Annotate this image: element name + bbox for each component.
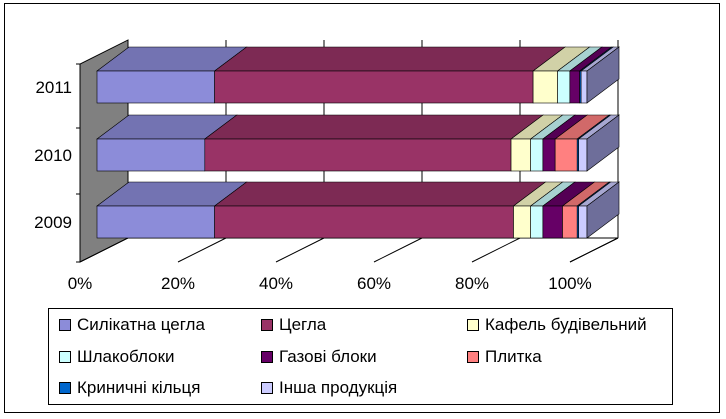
chart-frame	[4, 3, 720, 413]
legend-label: Інша продукція	[279, 378, 398, 397]
bar-segment	[530, 205, 544, 239]
bar-segment	[214, 205, 514, 239]
bar-segment	[578, 138, 588, 172]
legend-item: Плитка	[467, 347, 542, 367]
y-tick-label: 2009	[34, 213, 72, 232]
x-tick-label: 60%	[357, 274, 391, 293]
bar-segment	[96, 70, 215, 104]
bar-end-face	[586, 46, 620, 104]
bar-segment	[513, 205, 531, 239]
bar-segment	[204, 138, 512, 172]
legend-swatch	[467, 319, 479, 331]
bar-top-face	[213, 46, 566, 72]
legend-swatch	[261, 382, 273, 394]
x-tick-label: 40%	[259, 274, 293, 293]
legend-swatch	[467, 351, 479, 363]
floor-gridline	[471, 237, 521, 263]
legend-item: Інша продукція	[261, 378, 397, 398]
x-tick-label: 0%	[68, 274, 93, 293]
x-tick-label: 80%	[455, 274, 489, 293]
bar-end-face	[586, 114, 620, 172]
bar-top-face	[203, 114, 544, 140]
x-tick-label: 100%	[548, 274, 591, 293]
legend-item: Криничні кільця	[59, 378, 200, 398]
bar-segment	[510, 138, 531, 172]
floor-right-edge	[569, 237, 619, 263]
bar-top-face	[213, 181, 547, 207]
bar-segment	[542, 205, 563, 239]
legend-swatch	[59, 319, 71, 331]
y-tick-label: 2011	[35, 78, 72, 97]
bar-segment	[562, 205, 578, 239]
legend-swatch	[261, 319, 273, 331]
legend-item: Силікатна цегла	[59, 315, 205, 335]
legend-item: Шлакоблоки	[59, 347, 175, 367]
bar-segment	[96, 138, 206, 172]
bar-segment	[557, 70, 571, 104]
legend-label: Плитка	[485, 347, 542, 366]
legend-label: Газові блоки	[279, 347, 377, 366]
floor-gridline	[177, 237, 227, 263]
bar-segment	[532, 70, 558, 104]
floor-gridline	[79, 237, 129, 263]
floor-gridline	[373, 237, 423, 263]
legend-label: Силікатна цегла	[77, 315, 205, 334]
legend-item: Газові блоки	[261, 347, 377, 367]
chart-legend: Силікатна цегла Цегла Кафель будівельний Шл…	[48, 308, 673, 405]
x-tick-label: 20%	[161, 274, 195, 293]
bar-segment	[569, 70, 580, 104]
bar-segment	[580, 70, 588, 104]
y-tick-label: 2010	[34, 146, 72, 165]
bar-segment	[214, 70, 534, 104]
bar-segment	[578, 205, 588, 239]
legend-swatch	[59, 382, 71, 394]
legend-item: Кафель будівельний	[467, 315, 647, 335]
legend-label: Цегла	[279, 315, 327, 334]
bar-end-face	[586, 181, 620, 239]
floor-gridline	[275, 237, 325, 263]
legend-swatch	[261, 351, 273, 363]
bar-segment	[542, 138, 556, 172]
legend-label: Криничні кільця	[77, 378, 201, 397]
bar-segment	[554, 138, 578, 172]
legend-item: Цегла	[261, 315, 326, 335]
bar-segment	[96, 205, 215, 239]
legend-swatch	[59, 351, 71, 363]
legend-label: Шлакоблоки	[77, 347, 175, 366]
legend-label: Кафель будівельний	[485, 315, 647, 334]
bar-segment	[530, 138, 544, 172]
